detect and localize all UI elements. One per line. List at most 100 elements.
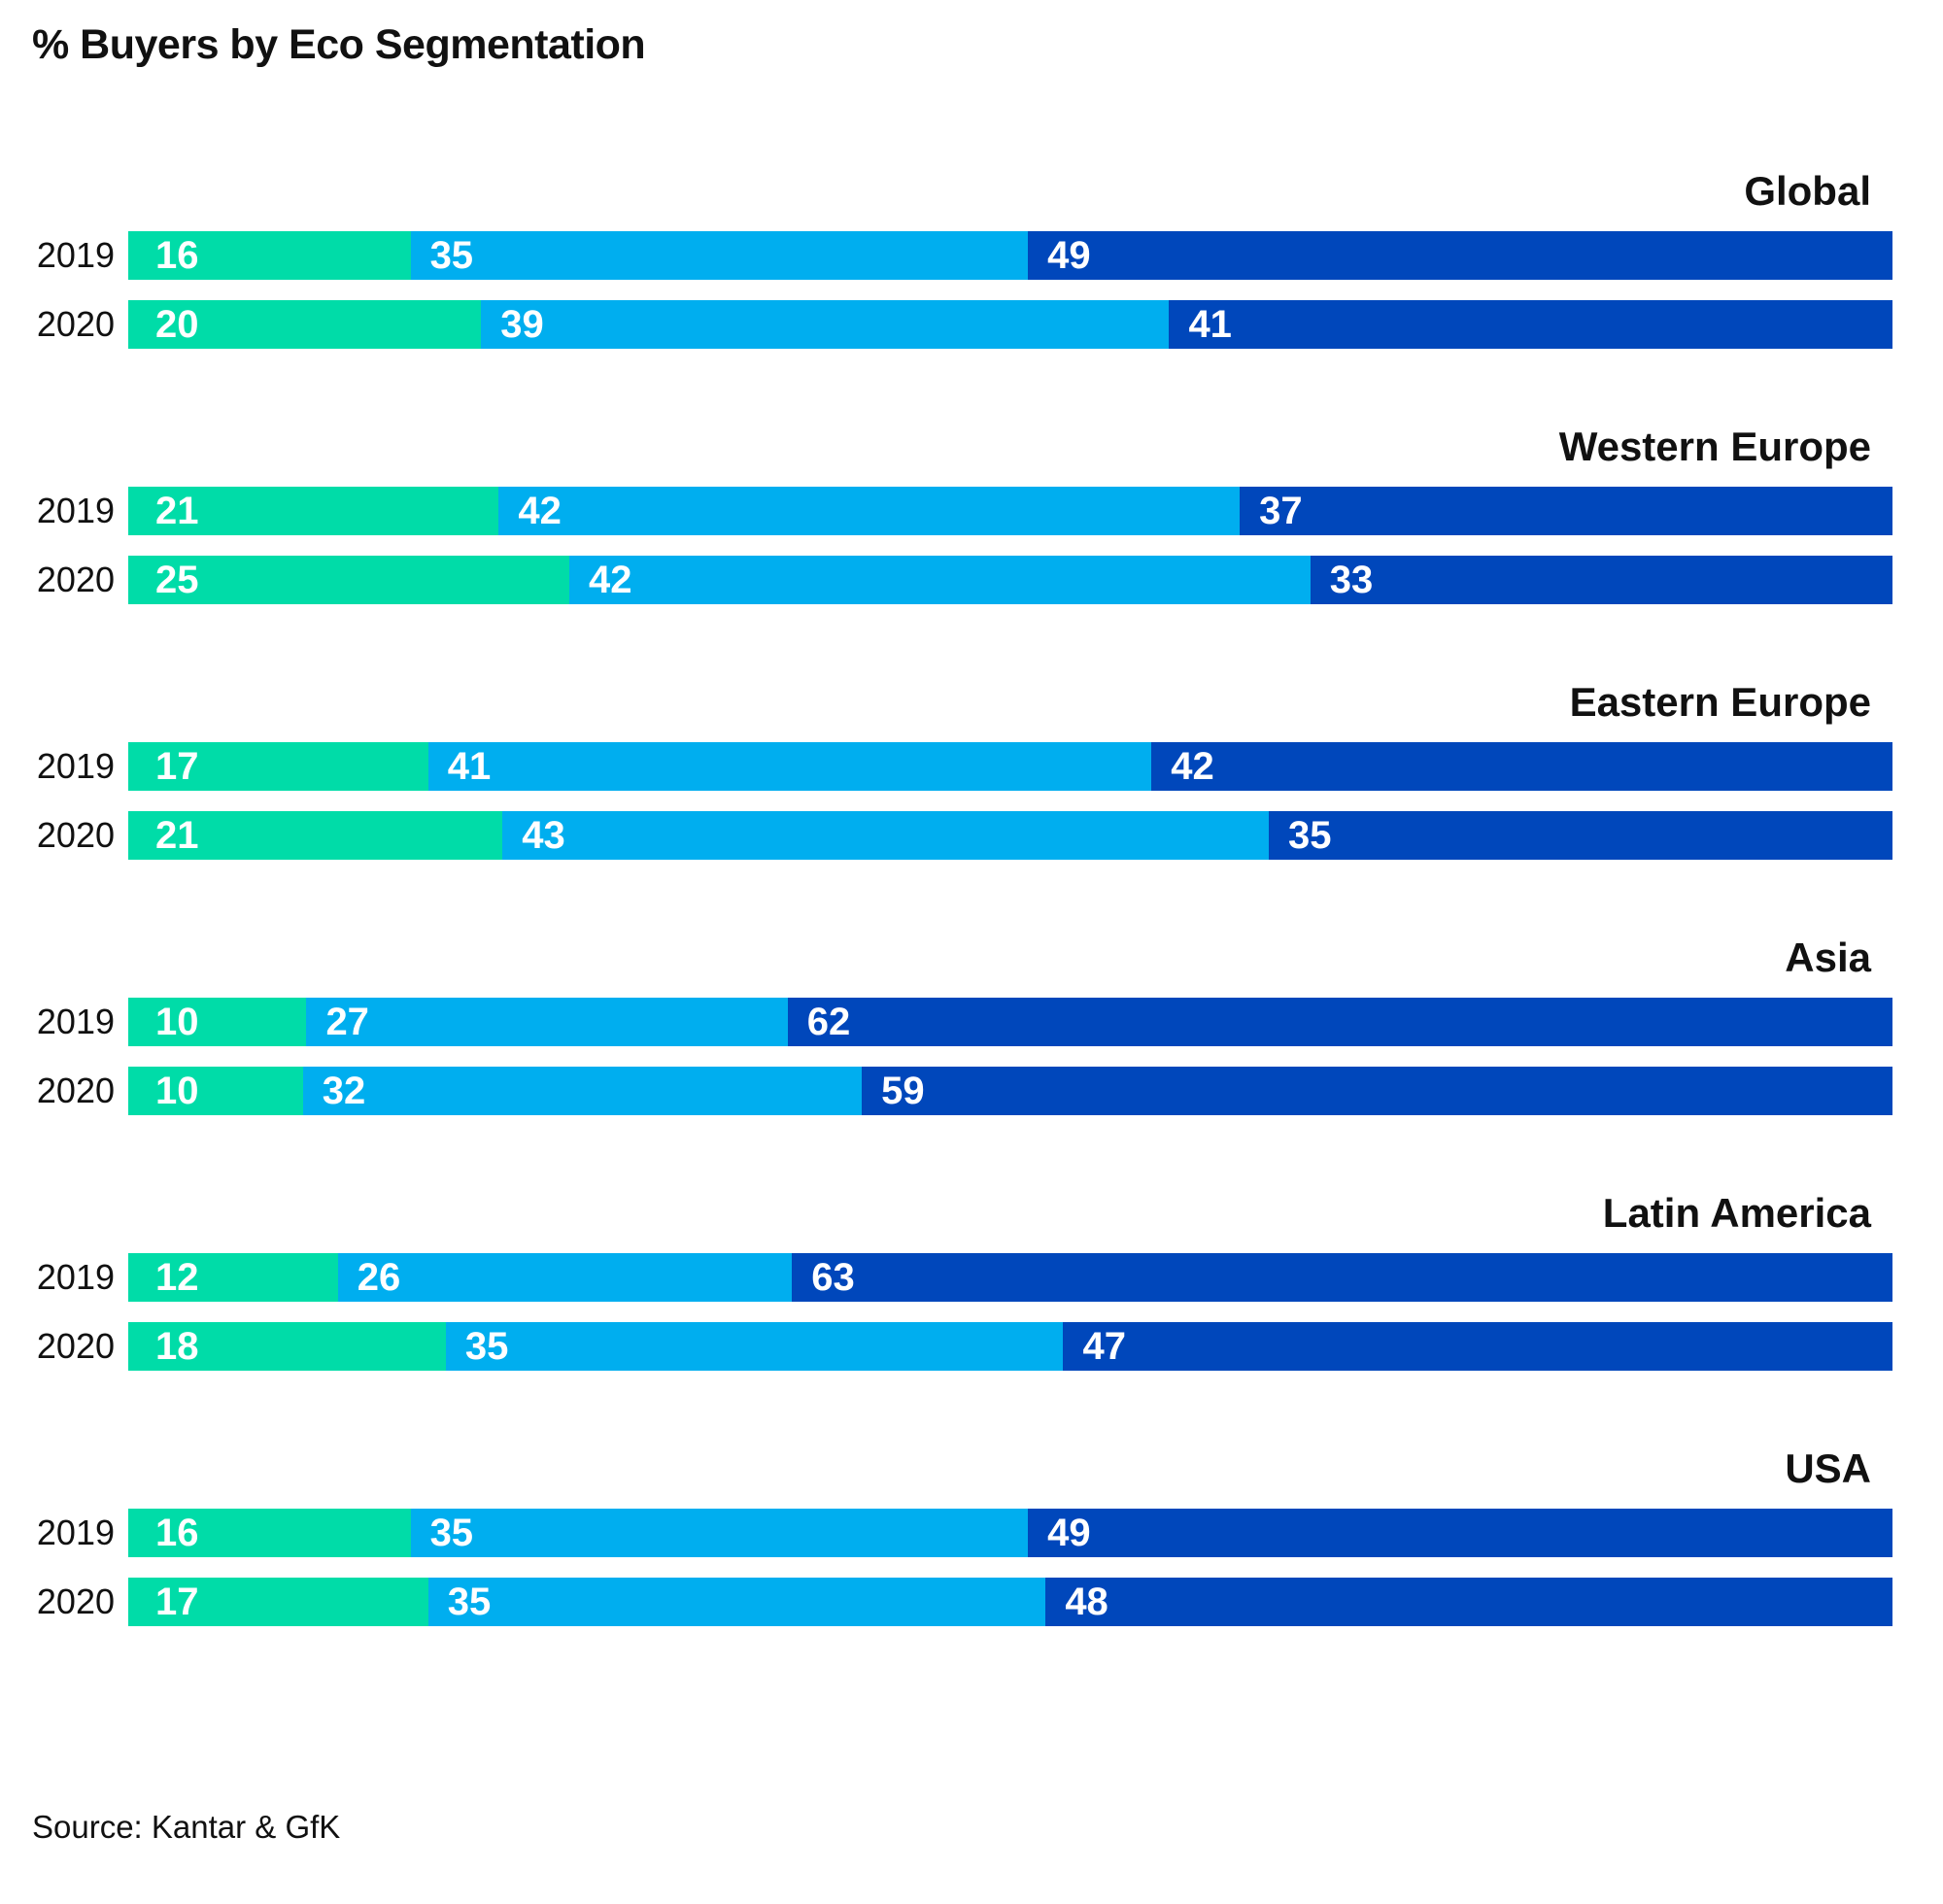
bar-segment-2: 42 [569, 556, 1311, 604]
segment-value-label: 35 [429, 233, 474, 277]
bar-segment-2: 41 [427, 742, 1152, 791]
region-title-latin-america: Latin America [1602, 1190, 1871, 1236]
segment-value-label: 12 [155, 1255, 199, 1299]
bar-segment-1: 16 [128, 1509, 411, 1557]
year-label-2019: 2019 [36, 746, 115, 786]
bar-segment-1: 17 [128, 1578, 428, 1626]
segment-value-label: 17 [155, 1580, 199, 1623]
segment-value-label: 42 [589, 558, 632, 601]
stacked-bar-western-europe-2019: 21 42 37 [128, 487, 1892, 535]
year-label-2020: 2020 [36, 1071, 115, 1110]
bar-segment-3: 62 [787, 998, 1892, 1046]
bar-segment-3: 49 [1028, 231, 1892, 280]
segment-value-label: 25 [155, 558, 199, 601]
year-label-2020: 2020 [36, 1581, 115, 1621]
stacked-bar-global-2019: 16 35 49 [128, 231, 1892, 280]
region-section-western-europe: Western Europe 2019 21 42 37 2020 25 42 33 [0, 424, 1943, 663]
stacked-bar-latin-america-2020: 18 35 47 [128, 1322, 1892, 1371]
segment-value-label: 20 [155, 302, 199, 346]
year-label-2019: 2019 [36, 1513, 115, 1552]
segment-value-label: 59 [881, 1069, 925, 1112]
segment-value-label: 18 [155, 1324, 199, 1368]
segment-value-label: 41 [1188, 302, 1232, 346]
year-label-2019: 2019 [36, 1002, 115, 1041]
segment-value-label: 42 [1171, 744, 1214, 788]
stacked-bar-global-2020: 20 39 41 [128, 300, 1892, 349]
year-label-2020: 2020 [36, 1326, 115, 1366]
bar-segment-1: 16 [128, 231, 411, 280]
year-label-2020: 2020 [36, 815, 115, 855]
bar-segment-1: 21 [128, 487, 499, 535]
segment-value-label: 43 [522, 813, 565, 857]
segment-value-label: 63 [811, 1255, 855, 1299]
footer: Source: Kantar & GfK Last year we had fo… [32, 1717, 1160, 1904]
stacked-bar-usa-2020: 17 35 48 [128, 1578, 1892, 1626]
segment-value-label: 17 [155, 744, 199, 788]
segment-value-label: 49 [1047, 233, 1091, 277]
year-label-2019: 2019 [36, 235, 115, 275]
segment-value-label: 35 [429, 1511, 474, 1554]
segment-value-label: 35 [447, 1580, 492, 1623]
bar-segment-2: 35 [427, 1578, 1046, 1626]
bar-segment-3: 49 [1028, 1509, 1892, 1557]
stacked-bar-latin-america-2019: 12 26 63 [128, 1253, 1892, 1302]
bar-segment-3: 33 [1310, 556, 1892, 604]
bar-segment-1: 10 [128, 1067, 303, 1115]
bar-segment-3: 63 [792, 1253, 1892, 1302]
region-title-global: Global [1744, 168, 1871, 214]
region-title-asia: Asia [1785, 935, 1871, 980]
bar-segment-1: 10 [128, 998, 307, 1046]
year-label-2020: 2020 [36, 560, 115, 599]
source-text: Source: Kantar & GfK [32, 1809, 341, 1845]
bar-segment-2: 27 [306, 998, 788, 1046]
bar-segment-2: 35 [410, 231, 1029, 280]
segment-value-label: 42 [518, 489, 562, 532]
segment-value-label: 49 [1047, 1511, 1091, 1554]
stacked-bar-asia-2019: 10 27 62 [128, 998, 1892, 1046]
bar-segment-3: 48 [1045, 1578, 1892, 1626]
bar-segment-1: 18 [128, 1322, 446, 1371]
region-section-latin-america: Latin America 2019 12 26 63 2020 18 35 47 [0, 1190, 1943, 1430]
bar-segment-2: 43 [502, 811, 1269, 860]
segment-value-label: 27 [325, 1000, 369, 1043]
stacked-bar-eastern-europe-2019: 17 41 42 [128, 742, 1892, 791]
bar-segment-2: 35 [410, 1509, 1029, 1557]
bar-segment-3: 37 [1240, 487, 1892, 535]
bar-segment-1: 25 [128, 556, 569, 604]
bar-segment-2: 39 [481, 300, 1170, 349]
bar-segment-2: 32 [302, 1067, 863, 1115]
stacked-bar-chart: Global 2019 16 35 49 2020 20 39 41 Western Europe… [0, 168, 1943, 1671]
bar-segment-3: 59 [862, 1067, 1892, 1115]
segment-value-label: 16 [155, 1511, 199, 1554]
bar-segment-2: 35 [445, 1322, 1064, 1371]
segment-value-label: 10 [155, 1069, 199, 1112]
region-section-usa: USA 2019 16 35 49 2020 17 35 48 [0, 1445, 1943, 1685]
segment-value-label: 39 [500, 302, 544, 346]
segment-value-label: 16 [155, 233, 199, 277]
bar-segment-2: 42 [498, 487, 1241, 535]
bar-segment-3: 42 [1151, 742, 1892, 791]
segment-value-label: 35 [464, 1324, 509, 1368]
stacked-bar-asia-2020: 10 32 59 [128, 1067, 1892, 1115]
segment-value-label: 37 [1259, 489, 1303, 532]
year-label-2020: 2020 [36, 304, 115, 344]
region-title-usa: USA [1785, 1445, 1871, 1491]
segment-value-label: 21 [155, 489, 199, 532]
region-section-global: Global 2019 16 35 49 2020 20 39 41 [0, 168, 1943, 408]
segment-value-label: 35 [1287, 813, 1332, 857]
stacked-bar-usa-2019: 16 35 49 [128, 1509, 1892, 1557]
bar-segment-2: 26 [337, 1253, 793, 1302]
region-title-western-europe: Western Europe [1558, 424, 1871, 469]
segment-value-label: 41 [447, 744, 492, 788]
bar-segment-3: 35 [1268, 811, 1892, 860]
bar-segment-1: 12 [128, 1253, 338, 1302]
segment-value-label: 62 [806, 1000, 851, 1043]
region-title-eastern-europe: Eastern Europe [1569, 679, 1871, 725]
stacked-bar-eastern-europe-2020: 21 43 35 [128, 811, 1892, 860]
region-section-asia: Asia 2019 10 27 62 2020 10 32 59 [0, 935, 1943, 1174]
segment-value-label: 10 [155, 1000, 199, 1043]
segment-value-label: 48 [1065, 1580, 1108, 1623]
stacked-bar-western-europe-2020: 25 42 33 [128, 556, 1892, 604]
year-label-2019: 2019 [36, 1257, 115, 1297]
